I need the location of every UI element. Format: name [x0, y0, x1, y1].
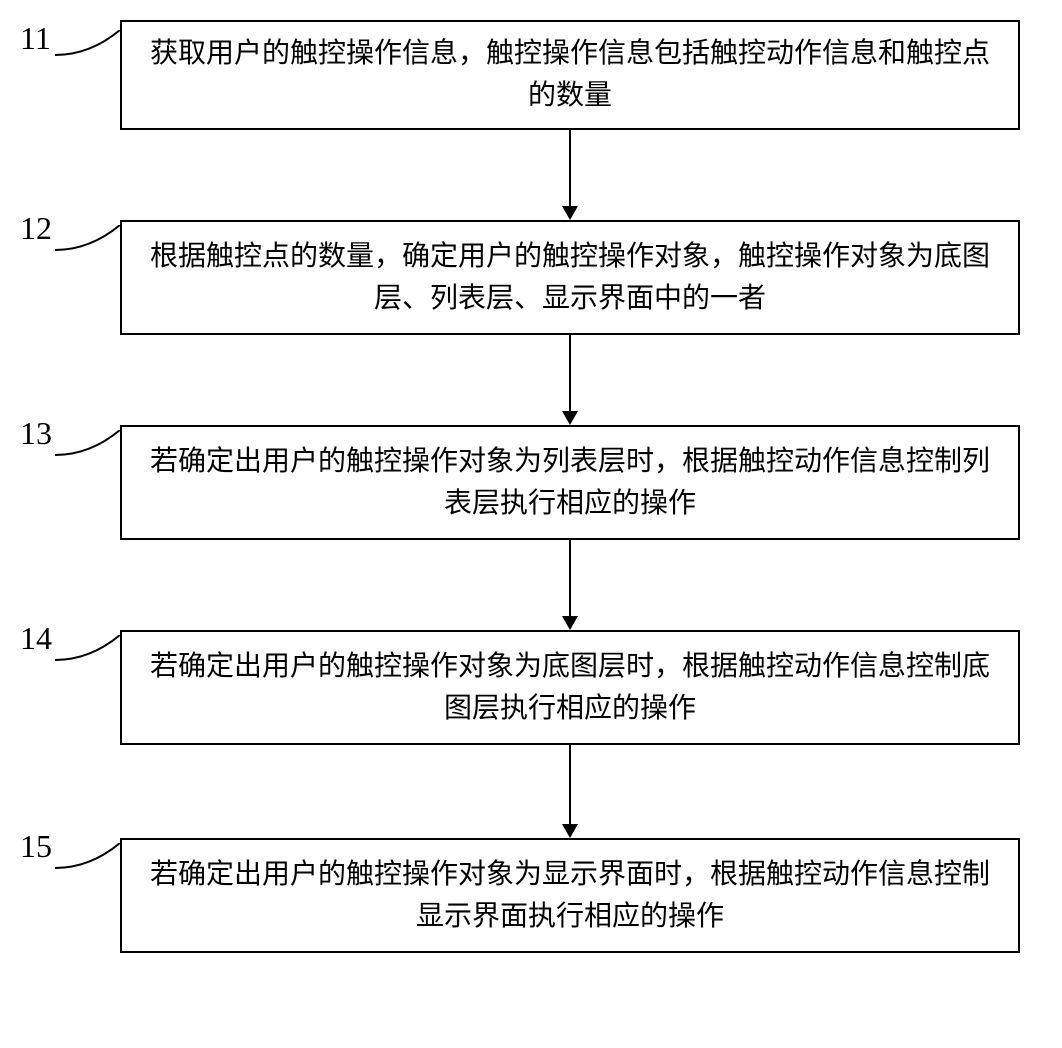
label-connector-11 [55, 30, 125, 60]
arrow-head-12-13 [562, 411, 578, 425]
node-text: 若确定出用户的触控操作对象为显示界面时，根据触控动作信息控制显示界面执行相应的操… [142, 854, 998, 938]
node-label-11: 11 [20, 20, 51, 57]
label-text: 12 [20, 210, 52, 246]
label-connector-13 [55, 430, 125, 460]
label-text: 15 [20, 828, 52, 864]
label-connector-15 [55, 843, 125, 873]
arrow-13-14 [569, 540, 571, 616]
node-text: 获取用户的触控操作信息，触控操作信息包括触控动作信息和触控点的数量 [142, 33, 998, 117]
node-11: 获取用户的触控操作信息，触控操作信息包括触控动作信息和触控点的数量 [120, 20, 1020, 130]
node-text: 若确定出用户的触控操作对象为底图层时，根据触控动作信息控制底图层执行相应的操作 [142, 646, 998, 730]
label-text: 11 [20, 20, 51, 56]
flowchart-container: 11 获取用户的触控操作信息，触控操作信息包括触控动作信息和触控点的数量 12 … [0, 0, 1062, 1048]
arrow-head-13-14 [562, 616, 578, 630]
label-text: 14 [20, 620, 52, 656]
node-13: 若确定出用户的触控操作对象为列表层时，根据触控动作信息控制列表层执行相应的操作 [120, 425, 1020, 540]
node-label-14: 14 [20, 620, 52, 657]
node-text: 根据触控点的数量，确定用户的触控操作对象，触控操作对象为底图层、列表层、显示界面… [142, 236, 998, 320]
node-14: 若确定出用户的触控操作对象为底图层时，根据触控动作信息控制底图层执行相应的操作 [120, 630, 1020, 745]
node-label-13: 13 [20, 415, 52, 452]
node-12: 根据触控点的数量，确定用户的触控操作对象，触控操作对象为底图层、列表层、显示界面… [120, 220, 1020, 335]
node-label-15: 15 [20, 828, 52, 865]
node-15: 若确定出用户的触控操作对象为显示界面时，根据触控动作信息控制显示界面执行相应的操… [120, 838, 1020, 953]
label-connector-14 [55, 635, 125, 665]
node-text: 若确定出用户的触控操作对象为列表层时，根据触控动作信息控制列表层执行相应的操作 [142, 441, 998, 525]
arrow-12-13 [569, 335, 571, 411]
arrow-14-15 [569, 745, 571, 824]
label-connector-12 [55, 225, 125, 255]
node-label-12: 12 [20, 210, 52, 247]
label-text: 13 [20, 415, 52, 451]
arrow-11-12 [569, 130, 571, 206]
arrow-head-14-15 [562, 824, 578, 838]
arrow-head-11-12 [562, 206, 578, 220]
